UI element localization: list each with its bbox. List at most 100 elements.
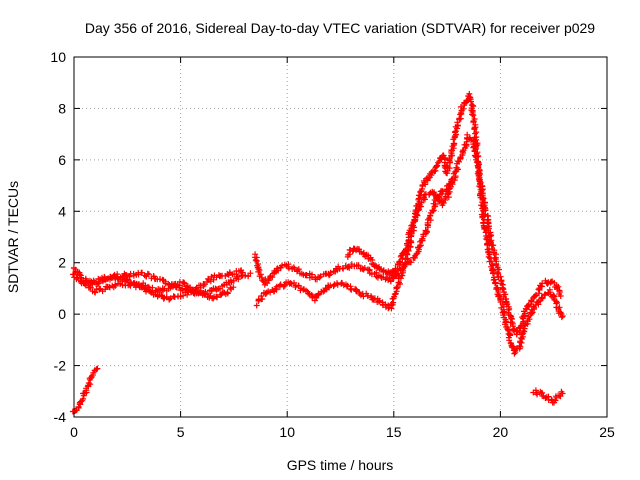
data-point bbox=[542, 291, 549, 298]
data-point bbox=[520, 325, 527, 332]
data-point bbox=[281, 282, 288, 289]
y-axis-label: SDTVAR / TECUs bbox=[5, 181, 21, 293]
data-point bbox=[353, 288, 360, 295]
data-point bbox=[312, 293, 318, 300]
data-point bbox=[392, 291, 399, 298]
data-point bbox=[460, 105, 467, 112]
data-point bbox=[485, 253, 492, 260]
data-point bbox=[558, 314, 565, 321]
data-point bbox=[123, 277, 130, 284]
series-trace-g bbox=[69, 365, 101, 415]
data-point bbox=[434, 195, 441, 201]
data-point bbox=[75, 404, 82, 411]
data-point bbox=[509, 320, 516, 327]
data-point bbox=[544, 280, 551, 287]
grid bbox=[74, 57, 607, 417]
data-point bbox=[320, 288, 327, 295]
data-point bbox=[201, 290, 208, 297]
data-point bbox=[556, 289, 563, 295]
data-point bbox=[499, 285, 506, 292]
data-point bbox=[476, 176, 483, 183]
data-point bbox=[334, 281, 341, 288]
data-point bbox=[428, 169, 435, 176]
data-point bbox=[375, 298, 382, 305]
axis-ticks: 0 5 10 15 20 25 -4 -2 0 2 4 6 8 10 bbox=[50, 49, 615, 440]
data-point bbox=[430, 207, 437, 214]
y-tick-label: 6 bbox=[58, 152, 66, 168]
data-point bbox=[422, 227, 429, 234]
data-point bbox=[352, 287, 359, 294]
chart-title: Day 356 of 2016, Sidereal Day-to-day VTE… bbox=[85, 20, 595, 36]
data-point bbox=[511, 350, 518, 357]
data-point bbox=[502, 321, 508, 328]
data-point bbox=[492, 280, 499, 287]
data-marks bbox=[69, 90, 566, 415]
data-point bbox=[265, 277, 272, 284]
data-point bbox=[258, 293, 265, 299]
data-point bbox=[257, 271, 264, 278]
data-point bbox=[390, 295, 397, 302]
data-point bbox=[464, 131, 471, 138]
data-point bbox=[408, 259, 414, 266]
data-point bbox=[557, 293, 564, 299]
x-tick-label: 25 bbox=[599, 424, 615, 440]
data-point bbox=[253, 257, 260, 264]
y-tick-label: -2 bbox=[54, 358, 67, 374]
data-point bbox=[361, 265, 368, 271]
data-point bbox=[510, 343, 517, 350]
data-point bbox=[145, 271, 152, 278]
x-tick-label: 10 bbox=[279, 424, 295, 440]
data-point bbox=[156, 288, 163, 295]
data-point bbox=[295, 266, 302, 273]
data-point bbox=[474, 142, 481, 148]
data-point bbox=[451, 169, 458, 175]
y-tick-label: 8 bbox=[58, 100, 66, 116]
y-tick-label: 2 bbox=[58, 255, 66, 271]
data-point bbox=[259, 277, 266, 284]
data-point bbox=[239, 269, 246, 276]
data-point bbox=[448, 176, 455, 183]
data-point bbox=[259, 296, 266, 302]
data-point bbox=[480, 207, 487, 214]
data-point bbox=[297, 287, 304, 294]
data-point bbox=[521, 322, 528, 329]
data-point bbox=[317, 273, 324, 280]
data-point bbox=[411, 216, 418, 223]
data-point bbox=[532, 387, 539, 394]
x-tick-label: 20 bbox=[493, 424, 509, 440]
data-point bbox=[556, 304, 563, 311]
data-point bbox=[486, 258, 493, 265]
data-point bbox=[499, 301, 506, 307]
series-trace-f bbox=[344, 176, 455, 279]
data-point bbox=[327, 269, 334, 276]
data-point bbox=[123, 272, 130, 279]
data-point bbox=[453, 164, 460, 171]
x-tick-label: 15 bbox=[386, 424, 402, 440]
data-point bbox=[184, 291, 191, 298]
data-point bbox=[224, 289, 231, 296]
plot-frame bbox=[73, 56, 608, 418]
data-point bbox=[230, 284, 237, 291]
series-trace-e bbox=[253, 90, 566, 357]
data-point bbox=[410, 222, 417, 229]
data-point bbox=[476, 183, 483, 190]
data-point bbox=[247, 270, 254, 277]
series-trace-d bbox=[251, 131, 564, 338]
series-trace-c bbox=[82, 274, 237, 302]
data-point bbox=[420, 194, 427, 201]
y-tick-label: 0 bbox=[58, 306, 66, 322]
data-point bbox=[517, 339, 524, 346]
data-point bbox=[145, 283, 151, 290]
data-point bbox=[316, 274, 323, 281]
data-point bbox=[483, 236, 490, 242]
y-tick-label: -4 bbox=[54, 409, 67, 425]
data-point bbox=[457, 155, 464, 162]
data-point bbox=[432, 201, 439, 208]
series-trace-h bbox=[530, 387, 566, 406]
data-point bbox=[85, 380, 92, 386]
data-point bbox=[489, 270, 496, 277]
data-point bbox=[76, 271, 83, 278]
y-tick-label: 10 bbox=[50, 49, 66, 65]
data-point bbox=[94, 365, 101, 372]
